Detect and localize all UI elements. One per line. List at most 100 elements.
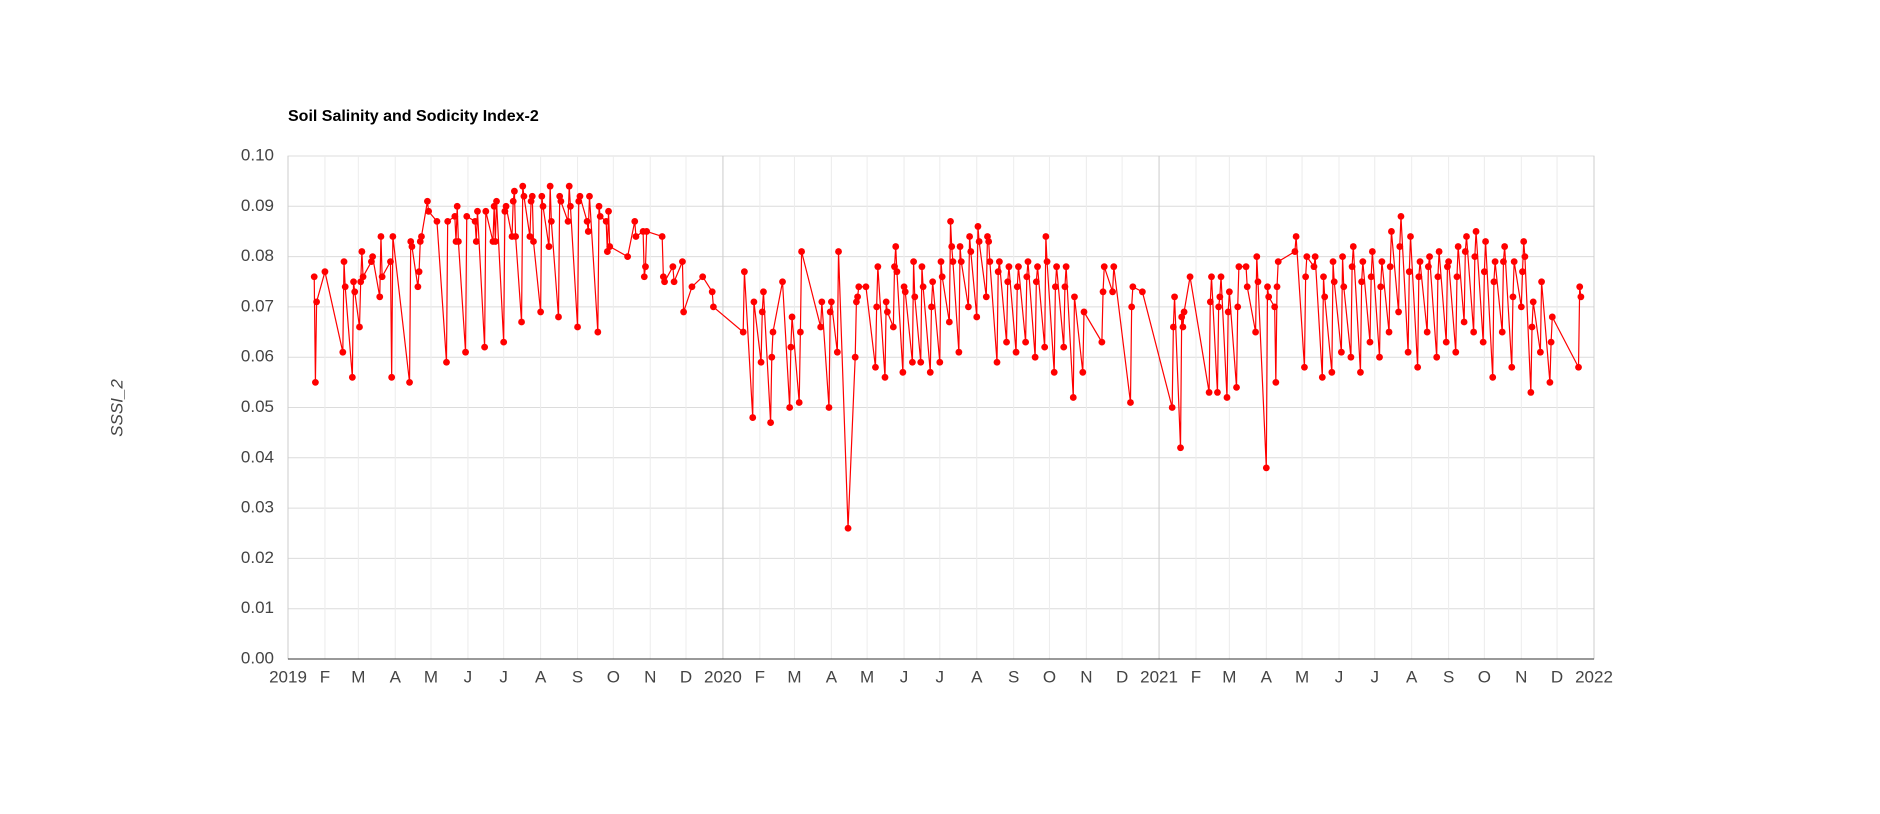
data-point	[642, 263, 649, 271]
data-point	[1015, 263, 1022, 271]
data-point	[1519, 268, 1526, 276]
data-point	[1423, 328, 1431, 336]
data-point	[957, 258, 965, 266]
data-point	[817, 323, 825, 331]
data-point	[606, 243, 614, 250]
data-point	[453, 202, 461, 210]
data-point	[881, 373, 889, 381]
data-point	[596, 212, 604, 220]
data-point	[661, 278, 668, 286]
data-point	[739, 328, 747, 336]
x-tick-label: M	[1295, 667, 1309, 686]
data-point	[444, 217, 452, 225]
x-tick-label: D	[1116, 667, 1128, 686]
x-tick-label: F	[320, 667, 330, 686]
y-tick-label: 0.03	[241, 498, 274, 517]
data-point	[500, 338, 508, 346]
data-point	[545, 243, 553, 250]
data-point	[433, 217, 441, 225]
data-point	[313, 298, 320, 306]
data-point	[1234, 303, 1242, 311]
data-point	[502, 202, 510, 210]
data-point	[1500, 258, 1507, 266]
data-point	[740, 268, 748, 276]
data-point	[511, 187, 518, 195]
y-tick-label: 0.04	[241, 447, 274, 466]
data-point	[583, 217, 591, 225]
data-point	[351, 288, 359, 296]
data-point	[526, 233, 534, 240]
data-point	[576, 192, 584, 200]
data-point	[993, 358, 1001, 366]
data-point	[1129, 283, 1137, 291]
data-point	[528, 192, 536, 200]
data-point	[1099, 288, 1107, 296]
data-point	[1311, 253, 1319, 260]
data-point	[312, 378, 319, 386]
data-point	[1206, 298, 1214, 306]
data-point	[1347, 353, 1355, 361]
data-point	[424, 197, 431, 205]
data-point	[358, 248, 366, 255]
data-point	[1043, 258, 1051, 266]
data-point	[818, 298, 826, 306]
data-point	[767, 419, 775, 426]
data-point	[1034, 263, 1041, 271]
data-point	[369, 253, 377, 260]
data-point	[1253, 253, 1261, 260]
data-point	[1498, 328, 1506, 336]
data-point	[708, 288, 716, 296]
y-tick-label: 0.05	[241, 397, 274, 416]
data-point	[1434, 273, 1442, 281]
data-point	[555, 313, 562, 321]
data-point	[408, 243, 416, 250]
data-point	[425, 207, 433, 215]
data-point	[1062, 263, 1070, 271]
data-point	[973, 313, 981, 321]
data-point	[945, 318, 953, 326]
data-point	[1433, 353, 1441, 361]
data-point	[1461, 248, 1469, 255]
data-point	[985, 238, 993, 245]
data-point	[889, 323, 897, 331]
data-point	[418, 233, 425, 240]
data-point	[520, 192, 528, 200]
data-point	[1491, 258, 1499, 266]
data-point	[1424, 263, 1432, 271]
data-point	[491, 238, 499, 245]
data-point	[1407, 233, 1414, 240]
data-point	[1453, 273, 1461, 281]
y-tick-label: 0.02	[241, 548, 274, 567]
data-point	[1013, 283, 1021, 291]
data-point	[1340, 283, 1348, 291]
data-point	[1215, 303, 1223, 311]
data-point	[1414, 363, 1422, 371]
data-point	[795, 399, 803, 406]
data-point	[512, 233, 519, 240]
data-point	[1358, 278, 1366, 286]
data-point	[796, 328, 804, 336]
x-tick-label: A	[971, 667, 983, 686]
data-point	[1480, 268, 1488, 276]
y-tick-label: 0.06	[241, 347, 274, 366]
data-point	[310, 273, 318, 281]
data-point	[1547, 338, 1555, 346]
x-tick-label: S	[572, 667, 583, 686]
data-point	[539, 202, 547, 210]
data-point	[1415, 273, 1423, 281]
data-point	[632, 233, 640, 240]
data-point	[1080, 308, 1088, 316]
y-tick-label: 0.09	[241, 196, 274, 215]
data-point	[1538, 278, 1545, 286]
data-point	[786, 404, 794, 411]
data-point	[893, 268, 901, 276]
data-point	[826, 308, 834, 316]
data-point	[454, 238, 462, 245]
data-point	[835, 248, 842, 255]
data-point	[564, 217, 572, 225]
x-tick-label: N	[1080, 667, 1092, 686]
data-point	[1575, 363, 1582, 371]
data-point	[1169, 323, 1177, 331]
data-point	[854, 293, 861, 301]
